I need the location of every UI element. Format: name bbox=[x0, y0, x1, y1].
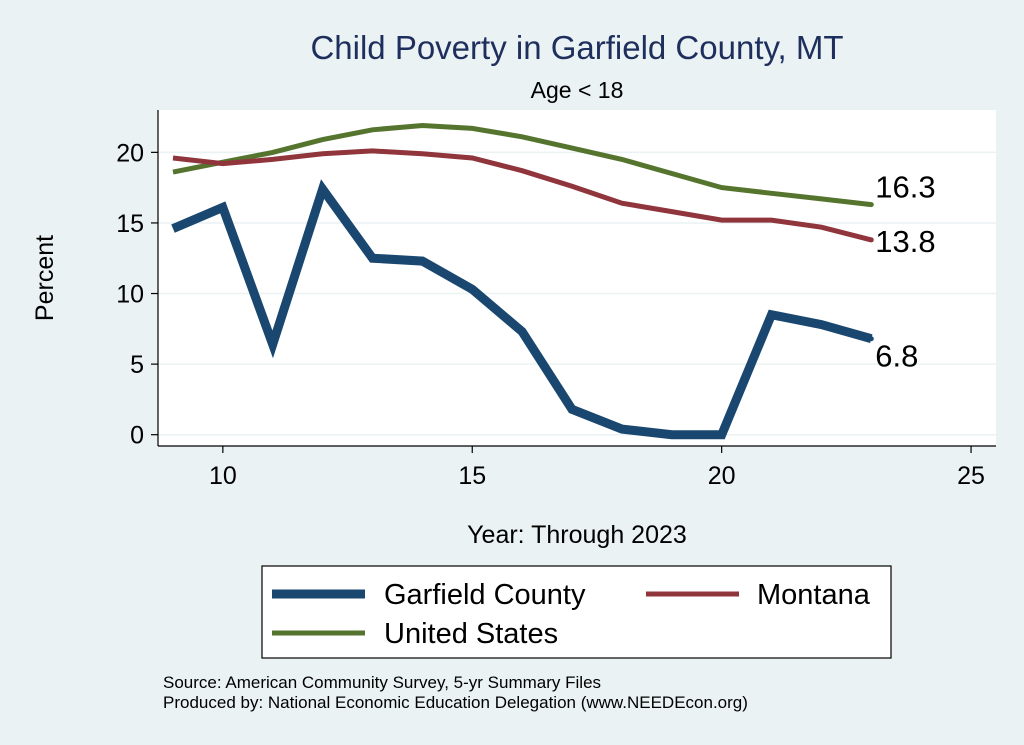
x-tick-label-20: 20 bbox=[708, 462, 736, 490]
legend-label-garfield-county: Garfield County bbox=[384, 579, 586, 611]
end-marker-united-states bbox=[868, 202, 874, 208]
y-tick-label-0: 0 bbox=[130, 422, 144, 450]
y-tick-label-5: 5 bbox=[130, 351, 144, 379]
end-label-montana: 13.8 bbox=[875, 224, 935, 259]
chart-title: Child Poverty in Garfield County, MT bbox=[310, 29, 843, 66]
series-lines bbox=[171, 122, 873, 440]
legend-label-united-states: United States bbox=[384, 618, 558, 650]
series-line-montana bbox=[172, 148, 872, 243]
end-marker-garfield-county bbox=[868, 336, 874, 342]
end-labels: 16.3 13.8 6.8 bbox=[868, 170, 936, 374]
x-tick-label-25: 25 bbox=[957, 462, 985, 490]
legend-label-montana: Montana bbox=[757, 579, 871, 611]
series-line-garfield-county bbox=[171, 179, 873, 440]
source-note: Source: American Community Survey, 5-yr … bbox=[163, 673, 601, 692]
y-axis-label: Percent bbox=[31, 235, 59, 321]
end-marker-montana bbox=[868, 237, 874, 243]
legend-box bbox=[261, 565, 892, 659]
end-label-garfield-county: 6.8 bbox=[875, 339, 918, 374]
y-tick-label-20: 20 bbox=[116, 139, 144, 167]
producer-note: Produced by: National Economic Education… bbox=[163, 693, 748, 712]
y-tick-label-15: 15 bbox=[116, 210, 144, 238]
legend: Garfield County Montana United States bbox=[261, 565, 892, 659]
y-axis-ticks: 0 5 10 15 20 bbox=[116, 139, 158, 450]
x-axis-label: Year: Through 2023 bbox=[467, 521, 687, 549]
series-line-united-states bbox=[172, 122, 872, 208]
gridlines bbox=[158, 151, 996, 436]
y-tick-label-10: 10 bbox=[116, 281, 144, 309]
end-label-united-states: 16.3 bbox=[875, 170, 935, 205]
chart-subtitle: Age < 18 bbox=[531, 77, 624, 103]
x-tick-label-15: 15 bbox=[458, 462, 486, 490]
x-axis-ticks: 10 15 20 25 bbox=[209, 446, 985, 490]
x-tick-label-10: 10 bbox=[209, 462, 237, 490]
